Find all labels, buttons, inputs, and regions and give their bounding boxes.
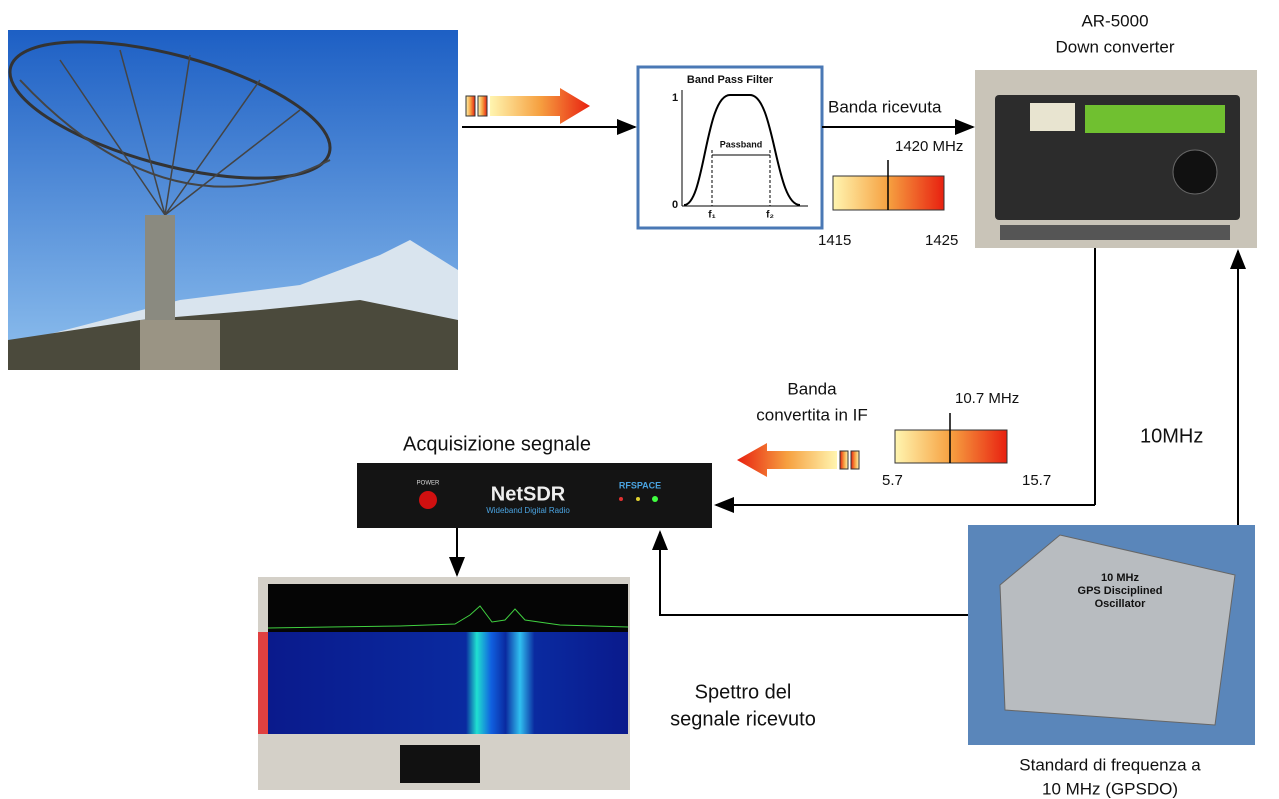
filter-title: Band Pass Filter bbox=[687, 74, 774, 86]
f2-label: f₂ bbox=[766, 210, 774, 221]
netsdr-device-part bbox=[419, 491, 437, 509]
signal-arrow-icon-part bbox=[490, 88, 590, 124]
receiver-photo-part bbox=[1000, 225, 1230, 240]
spectrum-screenshot-part bbox=[268, 632, 628, 734]
downconverter-line: AR-5000 bbox=[1081, 11, 1148, 30]
netsdr-device-part bbox=[636, 497, 640, 501]
netsdr-device-part bbox=[619, 497, 623, 501]
spectrum-screenshot bbox=[258, 577, 630, 790]
received-center: 1420 MHz bbox=[895, 138, 963, 155]
signal-arrow-icon-part bbox=[840, 451, 848, 469]
downconverter-line: Down converter bbox=[1055, 37, 1174, 56]
diagram: Band Pass Filter 1 0 Passband f₁ f₂ Band… bbox=[0, 0, 1279, 799]
antenna-photo-part bbox=[145, 215, 175, 335]
spectrum-screenshot-part bbox=[258, 632, 268, 734]
device-name: NetSDR bbox=[491, 483, 566, 505]
gpsdo-text: Oscillator bbox=[1095, 598, 1146, 610]
antenna-photo bbox=[0, 14, 458, 370]
received-band-label: Banda ricevuta bbox=[828, 97, 942, 116]
signal-arrow-icon-part bbox=[466, 96, 475, 116]
f1-label: f₁ bbox=[708, 210, 715, 221]
signal-arrow-icon-part bbox=[851, 451, 859, 469]
receiver-photo-part bbox=[1173, 150, 1217, 194]
receiver-photo-part bbox=[1030, 103, 1075, 131]
filter-box: Band Pass Filter 1 0 Passband f₁ f₂ bbox=[638, 67, 822, 228]
if-band-bar bbox=[895, 430, 1007, 463]
spectrum-label-line: Spettro del bbox=[695, 681, 792, 703]
brand: RFSPACE bbox=[619, 480, 661, 490]
signal-arrow-icon bbox=[737, 443, 859, 477]
receiver-photo-part bbox=[1085, 105, 1225, 133]
spectrum-screenshot-part bbox=[268, 584, 628, 632]
arrow bbox=[660, 532, 970, 615]
signal-arrow-icon bbox=[466, 88, 590, 124]
if-label-line: convertita in IF bbox=[756, 405, 868, 424]
antenna-photo-part bbox=[140, 320, 220, 370]
gpsdo-photo: 10 MHz GPS Disciplined Oscillator bbox=[968, 525, 1255, 745]
power-label: POWER bbox=[417, 481, 440, 487]
netsdr-device: POWER NetSDR Wideband Digital Radio RFSP… bbox=[357, 463, 712, 528]
reference-caption: 10 MHz (GPSDO) bbox=[1042, 779, 1178, 798]
received-low: 1415 bbox=[818, 232, 851, 249]
received-high: 1425 bbox=[925, 232, 958, 249]
filter-y-top: 1 bbox=[672, 92, 678, 104]
gpsdo-text: GPS Disciplined bbox=[1078, 585, 1163, 597]
reference-freq-label: 10MHz bbox=[1140, 425, 1203, 447]
spectrum-screenshot-part bbox=[400, 745, 480, 783]
signal-arrow-icon-part bbox=[737, 443, 837, 477]
if-low: 5.7 bbox=[882, 472, 903, 489]
receiver-photo bbox=[975, 70, 1257, 248]
reference-caption: Standard di frequenza a bbox=[1019, 755, 1201, 774]
spectrum-label-line: segnale ricevuto bbox=[670, 708, 816, 730]
if-label-line: Banda bbox=[787, 379, 837, 398]
passband-label: Passband bbox=[720, 139, 763, 149]
filter-y-bottom: 0 bbox=[672, 199, 678, 211]
gpsdo-text: 10 MHz bbox=[1101, 572, 1139, 584]
signal-arrow-icon-part bbox=[478, 96, 487, 116]
acquisition-label: Acquisizione segnale bbox=[403, 433, 591, 455]
if-high: 15.7 bbox=[1022, 472, 1051, 489]
netsdr-device-part bbox=[652, 496, 658, 502]
device-subtitle: Wideband Digital Radio bbox=[486, 506, 570, 515]
if-center: 10.7 MHz bbox=[955, 390, 1019, 407]
